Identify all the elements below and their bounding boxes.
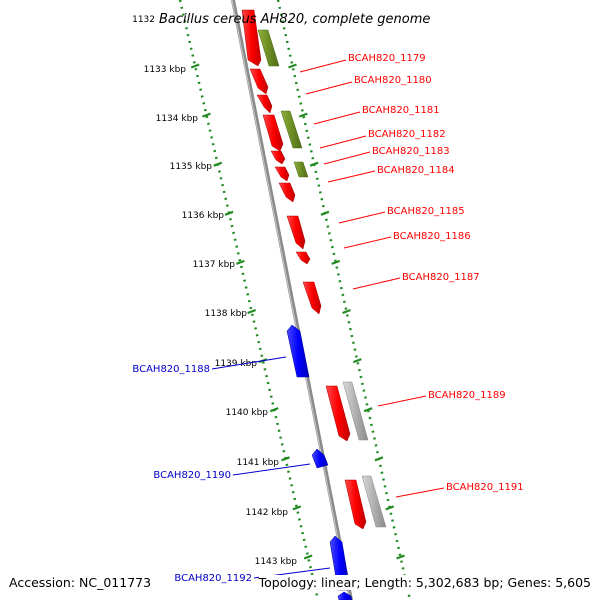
gene-labels-left: BCAH820_1188 BCAH820_1190 BCAH820_1192 (132, 364, 252, 584)
leader-line (352, 277, 401, 290)
tick-label: 1135 kbp (170, 162, 213, 172)
gene-bcah820-1181 (256, 94, 273, 114)
gene-label-bcah820-1187[interactable]: BCAH820_1187 (402, 272, 480, 283)
gene-bcah820-1183 (270, 150, 286, 165)
accession-text: Accession: NC_011773 (9, 575, 152, 590)
gene-bcah820-1187b (302, 281, 322, 315)
forward-cds-track (241, 9, 367, 530)
leader-line (305, 81, 353, 95)
leader-line (343, 236, 392, 249)
gene-label-bcah820-1186[interactable]: BCAH820_1186 (393, 231, 471, 242)
leader-line (319, 135, 367, 149)
gene-label-bcah820-1179[interactable]: BCAH820_1179 (348, 53, 426, 64)
cog-bar-green (293, 161, 309, 178)
gene-label-bcah820-1180[interactable]: BCAH820_1180 (354, 75, 432, 86)
tick-label: 1143 kbp (255, 557, 298, 567)
gene-bcah820-1190 (311, 448, 329, 469)
gene-bcah820-1185 (278, 182, 296, 203)
gene-label-bcah820-1185[interactable]: BCAH820_1185 (387, 206, 465, 217)
cog-bar-gray (361, 475, 387, 528)
genome-backbone-highlight (231, 0, 351, 600)
ruler-tick (374, 456, 384, 462)
leader-line (338, 211, 386, 224)
ruler-tick (202, 112, 211, 118)
ruler-tick (235, 259, 245, 265)
gene-label-bcah820-1189[interactable]: BCAH820_1189 (428, 390, 506, 401)
ruler-tick (288, 63, 297, 69)
ruler-tick (352, 358, 362, 364)
gene-label-bcah820-1188[interactable]: BCAH820_1188 (132, 364, 210, 375)
gene-bcah820-1191 (344, 479, 367, 530)
gene-bcah820-1186 (286, 215, 306, 250)
gene-label-bcah820-1183[interactable]: BCAH820_1183 (372, 146, 450, 157)
ruler-tick (309, 161, 319, 167)
ruler-tick (331, 259, 341, 265)
tick-label: 1136 kbp (182, 211, 225, 221)
cog-bar-green (257, 29, 280, 67)
tick-label: 1138 kbp (205, 309, 248, 319)
gene-label-bcah820-1181[interactable]: BCAH820_1181 (362, 105, 440, 116)
gene-label-leaders-right (299, 59, 445, 498)
ruler-tick (247, 308, 257, 315)
ruler-tick (190, 63, 200, 69)
tick-label: 1133 kbp (144, 65, 187, 75)
gene-bcah820-1187 (295, 251, 311, 265)
ruler-tick (213, 161, 223, 167)
tick-label: 1140 kbp (226, 408, 269, 418)
gene-bcah820-1188 (286, 324, 310, 378)
map-title: Bacillus cereus AH820, complete genome (159, 12, 430, 27)
leader-line (299, 59, 347, 73)
ruler-tick (281, 456, 290, 462)
ruler-tick (224, 210, 234, 216)
ruler-track-right (276, 0, 412, 600)
gene-bcah820-1192b (337, 591, 353, 600)
ruler-ticks-right (288, 63, 405, 560)
gene-bcah820-1182 (262, 114, 284, 152)
gene-label-bcah820-1184[interactable]: BCAH820_1184 (377, 165, 455, 176)
ruler-tick (298, 112, 308, 118)
gene-label-bcah820-1182[interactable]: BCAH820_1182 (368, 129, 446, 140)
ruler-ticks-left (190, 63, 313, 560)
topology-text: Topology: linear; Length: 5,302,683 bp; … (258, 575, 591, 590)
gene-label-bcah820-1191[interactable]: BCAH820_1191 (446, 482, 524, 493)
cog-bars (257, 29, 387, 528)
gene-bcah820-1180 (249, 68, 269, 95)
ruler-tick (342, 308, 351, 315)
ruler-tick (292, 505, 302, 511)
tick-label: 1142 kbp (246, 508, 289, 518)
gene-label-bcah820-1192[interactable]: BCAH820_1192 (174, 573, 252, 584)
leader-line (323, 151, 371, 165)
gene-label-bcah820-1190[interactable]: BCAH820_1190 (153, 470, 231, 481)
leader-line (327, 170, 376, 183)
leader-line (211, 356, 287, 370)
ruler-tick (385, 505, 395, 511)
leader-line (232, 463, 311, 476)
tick-label: 1141 kbp (237, 458, 280, 468)
gene-bcah820-1179 (241, 9, 262, 67)
cog-bar-green (280, 110, 303, 149)
ruler-tick (303, 554, 313, 560)
ruler-tick (320, 210, 330, 216)
gene-bcah820-1189 (325, 385, 351, 442)
ruler-tick (363, 407, 373, 413)
ruler-tick (269, 407, 279, 413)
title-number: 1132 (132, 15, 155, 25)
ruler-tick (396, 554, 405, 560)
tick-label: 1134 kbp (156, 114, 199, 124)
cog-bar-gray (342, 381, 369, 441)
tick-label: 1139 kbp (215, 359, 258, 369)
genome-backbone (231, 0, 353, 600)
leader-line (377, 395, 427, 407)
gene-bcah820-1184 (274, 166, 290, 182)
gene-labels-right: BCAH820_1179 BCAH820_1180 BCAH820_1181 B… (348, 53, 524, 493)
ruler-tick-labels: 1133 kbp 1134 kbp 1135 kbp 1136 kbp 1137… (144, 65, 298, 567)
leader-line (313, 111, 361, 125)
leader-line (395, 487, 445, 498)
tick-label: 1137 kbp (193, 260, 236, 270)
